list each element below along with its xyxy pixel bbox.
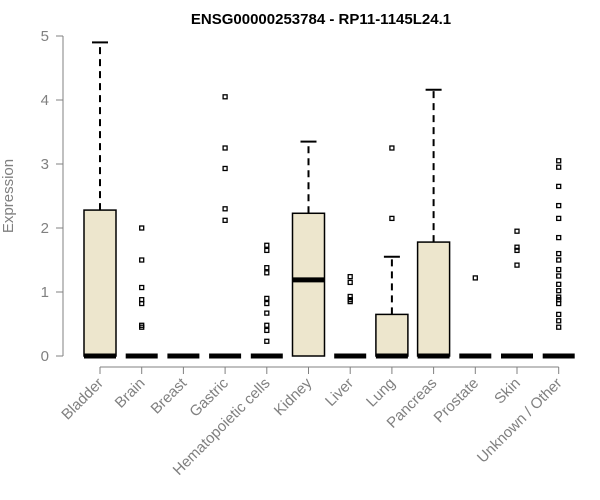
outlier-point — [389, 215, 395, 222]
outlier-point — [264, 242, 270, 248]
box-skin — [501, 228, 533, 359]
y-tick-label: 4 — [41, 92, 49, 109]
outlier-point — [389, 145, 395, 151]
outlier-point — [556, 266, 562, 273]
outlier-point — [556, 281, 562, 287]
box-rect — [416, 241, 451, 357]
outlier-point — [264, 300, 270, 307]
box-kidney — [291, 140, 326, 357]
outlier-point — [556, 250, 562, 257]
outlier-point — [556, 164, 562, 170]
outlier-point — [556, 311, 562, 318]
outlier-point — [264, 310, 270, 316]
outlier-point — [264, 247, 270, 254]
y-tick-label: 5 — [41, 28, 49, 45]
box-lung — [375, 145, 409, 359]
outlier-point — [222, 165, 228, 172]
outlier-point — [264, 265, 270, 271]
outlier-point — [139, 225, 145, 231]
box-hematopoietic-cells — [250, 242, 283, 359]
box-unknown-other — [542, 158, 575, 359]
outlier-point — [556, 158, 562, 164]
box-rect — [83, 209, 117, 357]
outlier-point — [556, 183, 562, 190]
y-axis-label: Expression — [0, 159, 17, 233]
outlier-point — [222, 206, 228, 212]
outlier-point — [556, 234, 562, 241]
outlier-point — [347, 298, 353, 305]
outlier-point — [264, 295, 270, 302]
y-axis: 0 1 2 3 4 5 — [41, 28, 64, 365]
outlier-point — [264, 270, 270, 276]
outlier-point — [472, 275, 478, 281]
outlier-point — [139, 300, 145, 307]
outlier-point — [514, 228, 520, 234]
boxes-layer — [83, 41, 575, 359]
y-tick-label: 1 — [41, 284, 49, 301]
box-rect — [291, 212, 326, 357]
outlier-point — [556, 300, 562, 307]
outlier-point — [347, 293, 353, 300]
y-tick-label: 0 — [41, 348, 49, 365]
x-tick-label: Kidney — [271, 374, 316, 419]
outlier-point — [347, 273, 353, 280]
outlier-point — [514, 247, 520, 254]
outlier-point — [139, 324, 145, 330]
x-tick-label: Bladder — [58, 375, 107, 424]
x-tick-label: Brain — [112, 375, 149, 412]
box-gastric — [209, 94, 242, 359]
outlier-point — [222, 145, 228, 151]
outlier-point — [556, 288, 562, 294]
x-tick-label: Skin — [491, 375, 524, 408]
outlier-point — [556, 215, 562, 222]
outlier-point — [556, 257, 562, 263]
outlier-point — [264, 338, 270, 344]
outlier-point — [222, 94, 228, 100]
x-tick-label: Liver — [322, 375, 357, 410]
outlier-point — [264, 322, 270, 328]
x-tick-label: Prostate — [431, 375, 483, 427]
outlier-point — [347, 279, 353, 286]
outlier-point — [264, 327, 270, 334]
outlier-point — [514, 244, 520, 250]
x-tick-label: Breast — [148, 374, 191, 417]
box-bladder — [83, 41, 117, 359]
y-tick-label: 3 — [41, 156, 49, 173]
y-tick-label: 2 — [41, 220, 49, 237]
x-tick-label: Lung — [363, 375, 399, 411]
outlier-point — [556, 202, 562, 209]
box-brain — [125, 225, 158, 359]
outlier-point — [139, 284, 145, 291]
outlier-point — [222, 217, 228, 223]
outlier-point — [556, 324, 562, 330]
chart-title: ENSG00000253784 - RP11-1145L24.1 — [191, 11, 451, 28]
box-liver — [334, 273, 367, 359]
box-rect — [375, 313, 409, 357]
outlier-point — [556, 273, 562, 279]
outlier-point — [139, 257, 145, 263]
box-pancreas — [416, 88, 451, 359]
box-prostate — [459, 275, 492, 359]
outlier-point — [514, 262, 520, 268]
outlier-point — [556, 318, 562, 324]
